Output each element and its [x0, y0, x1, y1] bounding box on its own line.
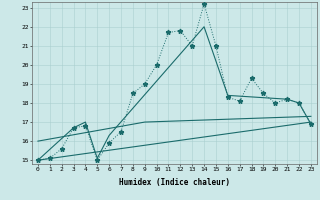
- X-axis label: Humidex (Indice chaleur): Humidex (Indice chaleur): [119, 178, 230, 187]
